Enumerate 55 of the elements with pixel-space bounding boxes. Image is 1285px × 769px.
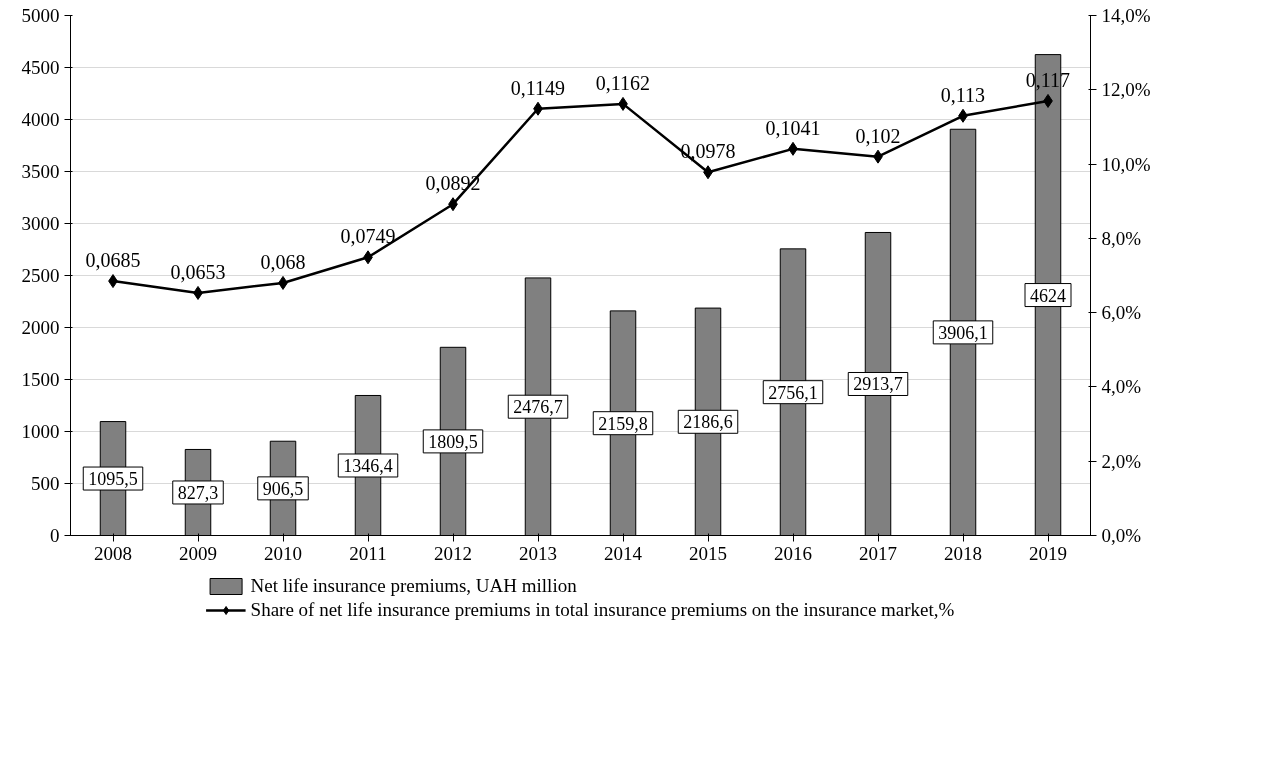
y2-tick-label: 10,0% — [1101, 153, 1151, 175]
y-tick-label: 1500 — [21, 369, 60, 390]
x-tick-label: 2014 — [604, 542, 643, 564]
data-label: 1346,4 — [343, 455, 393, 476]
x-tick-label: 2018 — [944, 542, 982, 564]
x-tick-label: 2011 — [349, 542, 387, 564]
y2-tick-label: 0,0% — [1101, 525, 1142, 546]
data-label: 1095,5 — [88, 469, 138, 490]
y-tick-label: 0 — [50, 525, 60, 546]
data-label: 0,1162 — [595, 71, 651, 94]
data-label: 0,0685 — [85, 249, 141, 272]
x-tick-label: 2019 — [1029, 542, 1067, 564]
y2-tick-label: 6,0% — [1101, 302, 1142, 324]
data-label: 0,1149 — [510, 76, 566, 99]
y-tick-label: 2000 — [21, 317, 60, 338]
legend-label: Net life insurance premiums, UAH million — [250, 575, 577, 597]
data-label: 0,113 — [940, 83, 986, 106]
y-tick-label: 2500 — [21, 265, 60, 286]
data-label: 2756,1 — [768, 382, 818, 403]
data-label: 3906,1 — [938, 322, 988, 343]
x-tick-label: 2009 — [179, 542, 217, 564]
y-tick-label: 4500 — [21, 57, 60, 78]
y-tick-label: 3500 — [21, 161, 60, 182]
x-tick-label: 2010 — [264, 542, 302, 564]
y2-tick-label: 4,0% — [1101, 376, 1142, 398]
data-label: 1809,5 — [428, 431, 478, 452]
y-tick-label: 3000 — [21, 213, 60, 234]
y-tick-label: 4000 — [21, 109, 60, 130]
y2-tick-label: 8,0% — [1101, 227, 1142, 249]
y2-tick-label: 2,0% — [1101, 450, 1142, 472]
legend-label: Share of net life insurance premiums in total insurance premiums on the insurance market,% — [250, 599, 955, 621]
y2-tick-label: 14,0% — [1101, 5, 1151, 26]
x-tick-label: 2015 — [689, 542, 727, 564]
x-tick-label: 2013 — [519, 542, 557, 564]
data-label: 0,102 — [855, 124, 901, 147]
data-label: 0,068 — [260, 250, 306, 273]
data-label: 827,3 — [177, 482, 219, 503]
data-label: 0,0653 — [170, 260, 226, 283]
data-label: 2913,7 — [853, 374, 903, 395]
x-tick-label: 2017 — [859, 542, 897, 564]
y-tick-label: 500 — [31, 473, 60, 494]
x-tick-label: 2008 — [94, 542, 132, 564]
x-tick-label: 2012 — [434, 542, 472, 564]
y-tick-label: 5000 — [21, 5, 60, 26]
y-tick-label: 1000 — [21, 421, 60, 442]
data-label: 4624 — [1030, 285, 1066, 306]
data-label: 0,1041 — [765, 116, 821, 139]
data-label: 2186,6 — [683, 412, 733, 433]
data-label: 906,5 — [262, 478, 304, 499]
data-label: 0,0978 — [680, 140, 736, 163]
x-tick-label: 2016 — [774, 542, 812, 564]
y2-tick-label: 12,0% — [1101, 79, 1151, 101]
data-label: 0,0749 — [340, 225, 396, 248]
data-label: 2476,7 — [513, 397, 563, 418]
data-label: 2159,8 — [598, 413, 648, 434]
